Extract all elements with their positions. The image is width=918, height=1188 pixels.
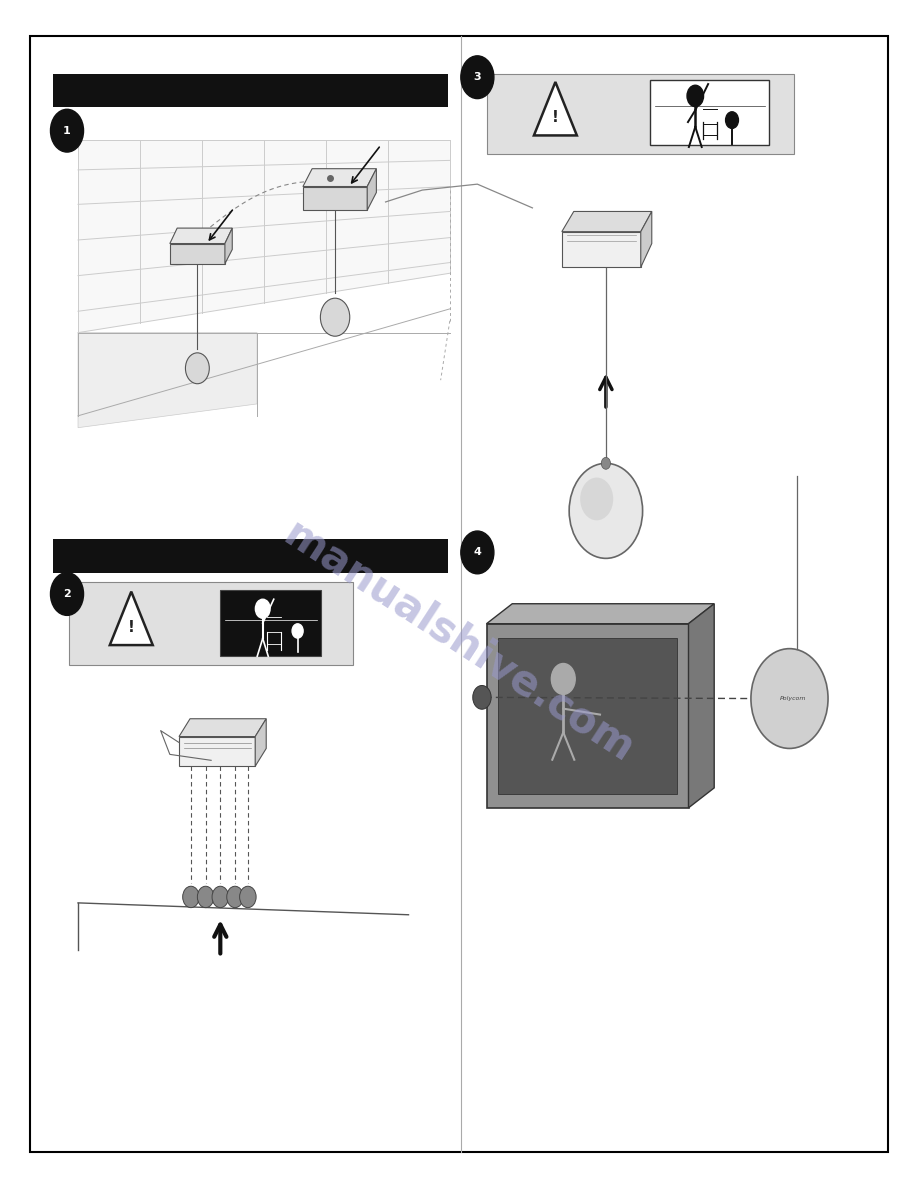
Bar <box>498 638 677 794</box>
Circle shape <box>255 599 270 618</box>
Polygon shape <box>641 211 652 267</box>
Polygon shape <box>562 232 641 267</box>
Bar <box>53 74 448 107</box>
Text: 4: 4 <box>474 548 481 557</box>
Polygon shape <box>170 228 232 244</box>
Text: manualshive.com: manualshive.com <box>276 512 642 771</box>
Circle shape <box>212 886 229 908</box>
Polygon shape <box>170 244 225 264</box>
Text: 1: 1 <box>63 126 71 135</box>
Polygon shape <box>78 333 257 428</box>
Circle shape <box>751 649 828 748</box>
Circle shape <box>50 109 84 152</box>
Polygon shape <box>487 604 714 624</box>
Circle shape <box>569 463 643 558</box>
Bar <box>53 539 448 573</box>
Bar <box>487 74 794 154</box>
Circle shape <box>461 531 494 574</box>
Text: 3: 3 <box>474 72 481 82</box>
Circle shape <box>601 457 610 469</box>
Circle shape <box>687 86 703 107</box>
Circle shape <box>50 573 84 615</box>
Circle shape <box>185 353 209 384</box>
Polygon shape <box>688 604 714 808</box>
Polygon shape <box>78 140 450 333</box>
Text: !: ! <box>552 110 559 125</box>
Text: !: ! <box>128 620 135 634</box>
Bar <box>69 582 353 665</box>
Polygon shape <box>179 737 255 766</box>
Polygon shape <box>303 187 367 210</box>
Circle shape <box>320 298 350 336</box>
Polygon shape <box>534 82 577 135</box>
Polygon shape <box>110 592 152 645</box>
Polygon shape <box>562 211 652 232</box>
Circle shape <box>183 886 199 908</box>
Circle shape <box>227 886 243 908</box>
Circle shape <box>461 56 494 99</box>
Text: 2: 2 <box>63 589 71 599</box>
Circle shape <box>292 624 303 638</box>
Polygon shape <box>487 624 688 808</box>
Polygon shape <box>225 228 232 264</box>
Polygon shape <box>255 719 266 766</box>
Circle shape <box>473 685 491 709</box>
Polygon shape <box>303 169 376 187</box>
Circle shape <box>725 112 738 128</box>
Polygon shape <box>367 169 376 210</box>
Circle shape <box>240 886 256 908</box>
Bar <box>650 80 769 145</box>
Text: Polycom: Polycom <box>780 696 806 701</box>
Circle shape <box>580 478 613 520</box>
Bar <box>220 590 321 656</box>
Polygon shape <box>179 719 266 737</box>
Circle shape <box>197 886 214 908</box>
Circle shape <box>552 663 576 694</box>
